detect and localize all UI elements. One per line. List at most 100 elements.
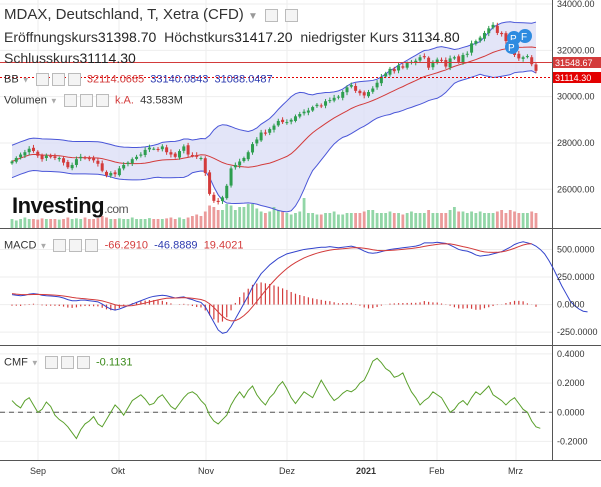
candle-body bbox=[379, 76, 383, 84]
price-pane[interactable]: 34000.00 32000.00 30000.00 28000.00 26000.00 bbox=[0, 0, 595, 460]
volume-bar bbox=[504, 213, 508, 228]
candle-body bbox=[345, 87, 349, 93]
close-icon[interactable] bbox=[95, 94, 109, 107]
volume-bar bbox=[19, 219, 22, 228]
candle-body bbox=[315, 104, 319, 107]
candle-body bbox=[19, 154, 23, 158]
candle-body bbox=[135, 156, 139, 159]
volume-bar bbox=[495, 211, 499, 228]
macd-value-2: -46.8889 bbox=[154, 239, 198, 252]
gear-icon[interactable] bbox=[79, 94, 93, 107]
volume-bar bbox=[242, 207, 246, 228]
candle-body bbox=[470, 43, 474, 53]
candle-body bbox=[70, 164, 74, 169]
gear-icon[interactable] bbox=[60, 356, 74, 369]
volume-bar bbox=[49, 219, 53, 228]
gear-icon[interactable] bbox=[51, 73, 65, 86]
close-icon[interactable] bbox=[76, 356, 90, 369]
volume-bar bbox=[255, 208, 259, 228]
volume-bar bbox=[190, 216, 194, 228]
volume-bar bbox=[126, 219, 130, 228]
candle-body bbox=[246, 152, 250, 160]
candle-body bbox=[100, 163, 104, 171]
close-icon[interactable] bbox=[67, 73, 81, 86]
candle-body bbox=[491, 24, 495, 28]
volume-bar bbox=[195, 214, 199, 228]
candle-body bbox=[405, 63, 409, 68]
volume-bar bbox=[264, 213, 267, 228]
volume-bar bbox=[375, 213, 379, 228]
candle-body bbox=[328, 100, 332, 102]
volume-bar bbox=[66, 217, 70, 228]
chevron-down-icon[interactable]: ▼ bbox=[21, 75, 30, 85]
candle-body bbox=[40, 155, 44, 160]
low-value: 31134.80 bbox=[402, 29, 460, 45]
candle-body bbox=[74, 159, 78, 165]
ohlc-row: Eröffnungskurs31398.70 Höchstkurs31417.2… bbox=[4, 29, 460, 45]
eye-icon[interactable] bbox=[265, 8, 279, 22]
close-row: Schlusskurs31114.30 bbox=[4, 50, 136, 66]
volume-bar bbox=[53, 219, 57, 228]
volume-bar bbox=[448, 210, 452, 228]
candle-body bbox=[461, 54, 465, 63]
candle-body bbox=[525, 56, 529, 58]
volume-bar bbox=[62, 219, 65, 228]
volume-bar bbox=[130, 217, 134, 228]
volume-bar bbox=[169, 217, 173, 228]
volume-bar bbox=[173, 219, 177, 228]
cmf-pane[interactable]: 0.4000 0.2000 0.0000 -0.2000 bbox=[0, 349, 588, 447]
candle-body bbox=[474, 41, 478, 44]
close-icon[interactable] bbox=[85, 239, 99, 252]
logo-text: Investing bbox=[12, 193, 105, 218]
chevron-down-icon[interactable]: ▼ bbox=[49, 96, 58, 106]
candle-body bbox=[336, 96, 340, 98]
candle-body bbox=[358, 90, 362, 94]
candle-body bbox=[435, 59, 439, 64]
flag-p-2[interactable]: P bbox=[505, 40, 519, 54]
volume-bar bbox=[517, 213, 521, 228]
chevron-down-icon[interactable]: ▼ bbox=[30, 358, 39, 368]
candle-body bbox=[487, 28, 491, 34]
volume-bar bbox=[229, 205, 233, 228]
candle-body bbox=[212, 194, 216, 201]
candle-body bbox=[173, 153, 177, 157]
chevron-down-icon[interactable]: ▼ bbox=[247, 11, 258, 22]
cmf-axis: 0.4000 0.2000 0.0000 -0.2000 bbox=[557, 349, 588, 447]
candle-body bbox=[220, 197, 224, 202]
price-tag-lower: 31114.30 bbox=[553, 72, 601, 83]
candle-body bbox=[534, 64, 538, 71]
volume-bar bbox=[23, 217, 27, 228]
cmf-value: -0.1131 bbox=[96, 356, 133, 369]
chevron-down-icon[interactable]: ▼ bbox=[39, 241, 48, 251]
investing-logo: Investing.com bbox=[12, 193, 129, 219]
volume-bar bbox=[148, 218, 151, 228]
eye-icon[interactable] bbox=[35, 73, 49, 86]
volume-bar bbox=[36, 219, 40, 228]
volume-na: k.A. bbox=[114, 94, 134, 107]
gear-icon[interactable] bbox=[285, 8, 299, 22]
candle-body bbox=[268, 129, 272, 133]
candle-body bbox=[384, 73, 388, 77]
volume-bar bbox=[259, 211, 263, 228]
volume-bar bbox=[135, 219, 138, 228]
candle-body bbox=[109, 173, 113, 176]
bollinger-middle-line bbox=[11, 46, 537, 168]
flag-f[interactable]: F bbox=[518, 29, 532, 43]
volume-bar bbox=[379, 213, 383, 228]
volume-bar bbox=[83, 217, 87, 228]
candle-body bbox=[122, 164, 126, 169]
eye-icon[interactable] bbox=[44, 356, 58, 369]
macd-value-3: 19.4021 bbox=[203, 239, 244, 252]
eye-icon[interactable] bbox=[53, 239, 67, 252]
gear-icon[interactable] bbox=[69, 239, 83, 252]
volume-bar bbox=[483, 213, 486, 228]
eye-icon[interactable] bbox=[63, 94, 77, 107]
volume-value: 43.583M bbox=[140, 94, 183, 107]
candle-body bbox=[478, 37, 482, 41]
candle-body bbox=[285, 122, 289, 124]
volume-bar bbox=[526, 213, 529, 228]
macd-pane[interactable]: 500.0000 250.0000 0.0000 -250.0000 bbox=[0, 241, 598, 337]
candle-body bbox=[504, 33, 508, 42]
volume-bar bbox=[289, 214, 293, 228]
